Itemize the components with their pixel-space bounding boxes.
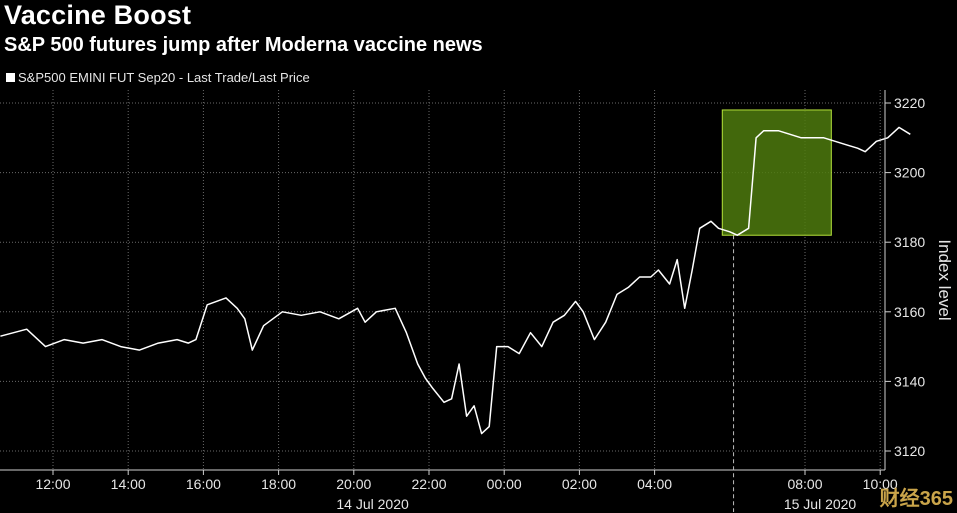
date-label: 14 Jul 2020 [336, 496, 409, 512]
chart-title: Vaccine Boost [4, 0, 192, 30]
y-tick-label: 3200 [894, 165, 925, 181]
y-axis-label: Index level [935, 239, 954, 320]
legend: S&P500 EMINI FUT Sep20 - Last Trade/Last… [6, 70, 310, 85]
x-tick-label: 18:00 [261, 476, 296, 492]
x-tick-label: 22:00 [411, 476, 446, 492]
y-tick-label: 3120 [894, 443, 925, 459]
legend-swatch [6, 73, 15, 82]
watermark-logo: 财经365 [879, 488, 953, 510]
highlight-box [721, 109, 832, 236]
series-line [0, 126, 911, 435]
x-tick-label: 02:00 [562, 476, 597, 492]
legend-label: S&P500 EMINI FUT Sep20 - Last Trade/Last… [18, 70, 310, 85]
x-tick-label: 16:00 [186, 476, 221, 492]
highlight-layer [721, 109, 832, 236]
x-tick-label: 14:00 [111, 476, 146, 492]
series-layer [0, 126, 911, 435]
x-tick-label: 00:00 [487, 476, 522, 492]
y-tick-label: 3140 [894, 373, 925, 389]
y-tick-label: 3180 [894, 234, 925, 250]
y-tick-label: 3220 [894, 95, 925, 111]
x-tick-label: 08:00 [787, 476, 822, 492]
x-tick-label: 04:00 [637, 476, 672, 492]
axes-layer: 3120 3140 3160 3180 3200 3220 Index level 12:00… [0, 90, 954, 512]
date-label: 15 Jul 2020 [784, 496, 857, 512]
x-tick-label: 10:00 [863, 476, 898, 492]
y-tick-label: 3160 [894, 304, 925, 320]
x-tick-label: 12:00 [35, 476, 70, 492]
chart-subtitle: S&P 500 futures jump after Moderna vacci… [4, 34, 483, 56]
x-tick-label: 20:00 [336, 476, 371, 492]
